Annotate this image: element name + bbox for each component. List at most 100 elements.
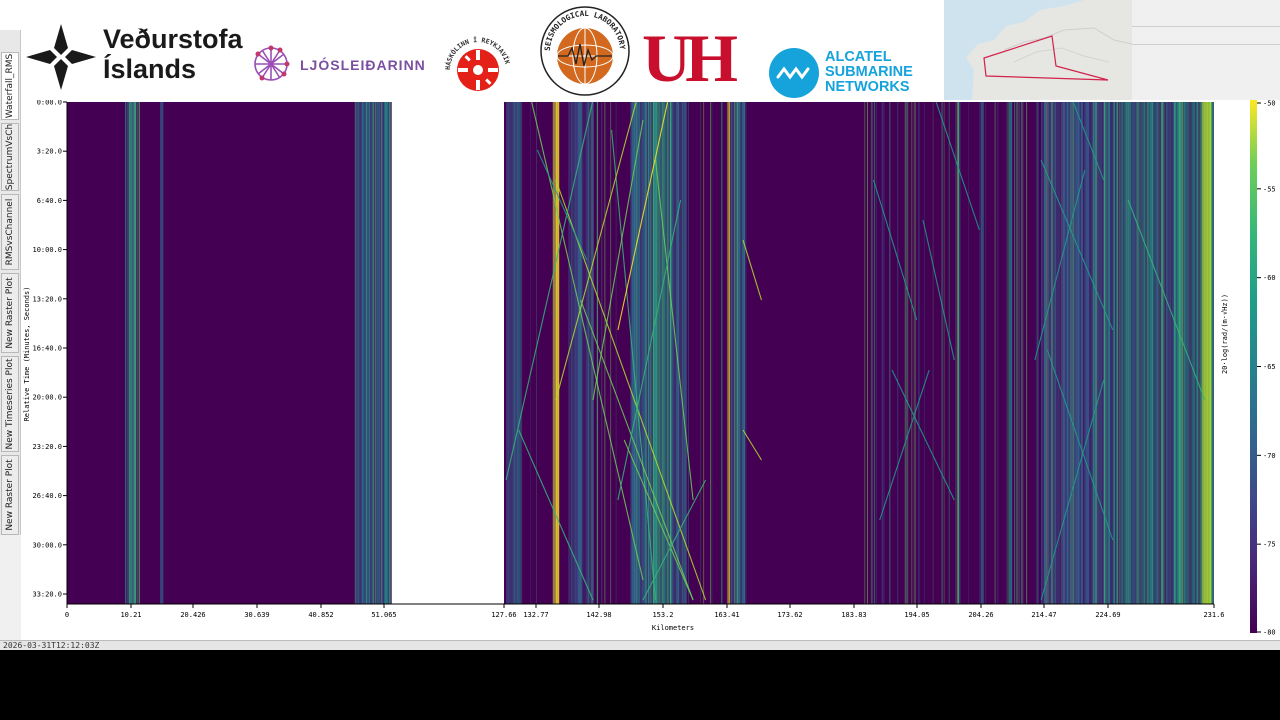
heatmap-column [1085, 102, 1088, 604]
heatmap-column [665, 102, 667, 604]
heatmap-column [1082, 102, 1085, 604]
heatmap-column [1093, 102, 1096, 604]
heatmap-streak [382, 102, 383, 604]
heatmap-column [1178, 102, 1181, 604]
heatmap-streak [1008, 102, 1010, 604]
heatmap-column [674, 102, 676, 604]
heatmap-column [1073, 102, 1075, 604]
alcatel-name-line2: SUBMARINE [825, 64, 913, 80]
heatmap-column [1180, 102, 1183, 604]
x-tick-label: 204.26 [968, 611, 993, 619]
x-tick-label: 132.77 [523, 611, 548, 619]
y-tick-label: 26:40.0 [32, 492, 62, 500]
heatmap-column [1042, 102, 1045, 604]
heatmap-column [1153, 102, 1155, 604]
heatmap-column [1146, 102, 1149, 604]
alcatel-name-line1: ALCATEL [825, 49, 892, 65]
heatmap-streak [1055, 102, 1057, 604]
heatmap-streak [1046, 102, 1047, 604]
heatmap-column [1137, 102, 1139, 604]
x-axis-title: Kilometers [652, 624, 694, 632]
heatmap-column [672, 102, 675, 604]
heatmap-column [1166, 102, 1168, 604]
event-trace [518, 429, 594, 601]
heatmap-streak [379, 102, 381, 604]
alcatel-name-line3: NETWORKS [825, 79, 910, 95]
tab-spectrum-vs-ch[interactable]: SpectrumVsCh [1, 123, 19, 191]
heatmap-column [1118, 102, 1120, 604]
heatmap-streak [875, 102, 877, 604]
heatmap-streak [517, 102, 519, 604]
colorbar-tick-label: -55 [1263, 185, 1276, 193]
heatmap-column [370, 102, 372, 604]
heatmap-streak [1063, 102, 1065, 604]
heatmap-column [367, 102, 369, 604]
heatmap-column [1162, 102, 1165, 604]
event-trace [1127, 199, 1206, 401]
tab-waterfall-rms[interactable]: Waterfall_RMS [1, 52, 19, 120]
heatmap-column [1177, 102, 1179, 604]
heatmap-column [980, 102, 983, 604]
heatmap-column [1071, 102, 1074, 604]
heatmap-column [959, 102, 961, 604]
heatmap-streak [137, 102, 138, 604]
heatmap-streak [1020, 102, 1022, 604]
heatmap-streak [131, 102, 133, 604]
y-tick-label: 13:20.0 [32, 295, 62, 303]
event-trace [611, 129, 657, 601]
colorbar-tick-label: -60 [1263, 274, 1276, 282]
tab-new-timeseries-plot[interactable]: New Timeseries Plot [1, 356, 19, 452]
heatmap-column [515, 102, 518, 604]
heatmap-column [376, 102, 379, 604]
heatmap-column [1101, 102, 1104, 604]
heatmap-streak [1071, 102, 1073, 604]
heatmap-column [1191, 102, 1194, 604]
heatmap-streak [1017, 102, 1019, 604]
heatmap-streak [1182, 102, 1183, 604]
heatmap-streak [1108, 102, 1109, 604]
heatmap-streak [867, 102, 868, 604]
heatmap-column [552, 102, 555, 604]
heatmap-column [1098, 102, 1101, 604]
tab-new-raster-plot-1[interactable]: New Raster Plot [1, 273, 19, 353]
heatmap-column [507, 102, 510, 604]
heatmap-column [1140, 102, 1143, 604]
tab-label: New Raster Plot [5, 277, 15, 349]
heatmap-streak [596, 102, 598, 604]
heatmap-streak [591, 102, 593, 604]
y-tick-label: 3:20.0 [37, 148, 62, 156]
tab-label: SpectrumVsCh [5, 123, 15, 191]
heatmap-column [1208, 102, 1210, 604]
heatmap-streak [1026, 102, 1027, 604]
colorbar-ticks: -50 -55 -60 -65 -70 -75 -80 [1257, 100, 1276, 637]
heatmap-column [582, 102, 585, 604]
heatmap-streak [904, 102, 906, 604]
heatmap-streak [1170, 102, 1172, 604]
heatmap-column [730, 102, 733, 604]
heatmap-column [1089, 102, 1091, 604]
heatmap-streak [889, 102, 891, 604]
heatmap-streak [915, 102, 916, 604]
heatmap-streak [126, 102, 128, 604]
heatmap-column [651, 102, 653, 604]
tab-rms-vs-channel[interactable]: RMSvsChannel [1, 194, 19, 270]
heatmap-column [881, 102, 884, 604]
heatmap-column [1156, 102, 1159, 604]
heatmap-column [1074, 102, 1077, 604]
tab-label: RMSvsChannel [5, 198, 15, 266]
heatmap-column [745, 102, 747, 604]
heatmap-column [574, 102, 577, 604]
waterfall-chart: 0 10.21 20.426 30.639 40.852 51.065 127.66 132.… [23, 99, 1276, 637]
heatmap-streak [135, 102, 136, 604]
event-trace [623, 439, 694, 601]
heatmap-column [1121, 102, 1123, 604]
heatmap-streak [354, 102, 356, 604]
x-tick-label: 214.47 [1031, 611, 1056, 619]
tab-new-raster-plot-2[interactable]: New Raster Plot [1, 455, 19, 535]
heatmap-column [1212, 102, 1214, 604]
heatmap-column [383, 102, 385, 604]
heatmap-streak [1041, 102, 1042, 604]
event-trace [742, 429, 762, 461]
heatmap-column [1209, 102, 1212, 604]
heatmap-streak [364, 102, 365, 604]
